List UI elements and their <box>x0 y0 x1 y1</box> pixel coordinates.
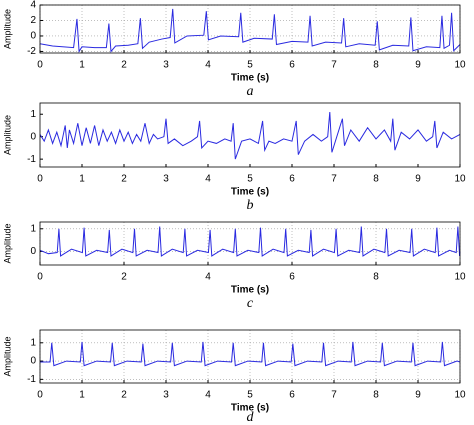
panel-caption: b <box>247 198 254 213</box>
x-tick-label: 8 <box>373 60 379 71</box>
x-tick-label: 8 <box>373 272 379 283</box>
x-tick-label: 8 <box>373 174 379 185</box>
x-tick-label: 0 <box>37 60 43 71</box>
x-tick-label: 9 <box>415 390 421 401</box>
y-axis-label: Amplitude <box>2 9 12 49</box>
x-tick-label: 8 <box>373 390 379 401</box>
x-tick-label: 4 <box>205 390 211 401</box>
y-tick-label: -2 <box>27 46 36 57</box>
panel-caption: d <box>247 410 255 425</box>
y-tick-label: 2 <box>30 15 36 26</box>
x-tick-label: 0 <box>37 272 43 283</box>
y-axis-label: Amplitude <box>2 223 12 263</box>
x-tick-label: 1 <box>79 390 85 401</box>
x-axis-label: Time (s) <box>231 403 269 414</box>
y-axis-label: Amplitude <box>2 336 12 376</box>
plot-area <box>40 330 460 383</box>
x-tick-label: 6 <box>289 60 295 71</box>
x-tick-label: 1 <box>79 174 85 185</box>
x-tick-label: 3 <box>163 390 169 401</box>
y-tick-label: 0 <box>30 356 36 367</box>
axes-frame <box>39 329 461 384</box>
panel-caption: a <box>247 84 254 99</box>
y-tick-label: 1 <box>30 223 36 234</box>
x-tick-label: 6 <box>289 390 295 401</box>
x-tick-label: 10 <box>454 272 466 283</box>
x-tick-label: 5 <box>247 174 253 185</box>
x-tick-label: 3 <box>163 60 169 71</box>
y-tick-label: -1 <box>27 154 36 165</box>
signal-line <box>40 341 461 367</box>
x-tick-label: 4 <box>205 272 211 283</box>
x-axis-label: Time (s) <box>231 73 269 84</box>
x-tick-label: 3 <box>163 174 169 185</box>
signal-line <box>39 111 461 160</box>
y-tick-label: 1 <box>30 337 36 348</box>
x-axis-label: Time (s) <box>231 187 269 198</box>
plot-area <box>40 222 460 265</box>
y-tick-label: -1 <box>27 374 36 385</box>
y-tick-label: 4 <box>30 0 36 11</box>
y-tick-label: 0 <box>30 31 36 42</box>
x-tick-label: 6 <box>289 272 295 283</box>
x-tick-label: 5 <box>247 60 253 71</box>
axes-frame <box>39 4 461 54</box>
x-tick-label: 1 <box>79 60 85 71</box>
x-tick-label: 4 <box>205 174 211 185</box>
x-tick-label: 5 <box>247 390 253 401</box>
plot-area <box>40 103 460 167</box>
x-tick-label: 10 <box>454 60 466 71</box>
x-axis-label: Time (s) <box>231 285 269 296</box>
axes-frame <box>39 221 461 266</box>
x-tick-label: 7 <box>331 60 337 71</box>
x-tick-label: 10 <box>454 174 466 185</box>
signal-line <box>39 8 461 54</box>
x-tick-label: 6 <box>289 174 295 185</box>
y-tick-label: 1 <box>30 109 36 120</box>
x-tick-label: 0 <box>37 174 43 185</box>
x-tick-label: 7 <box>331 390 337 401</box>
x-tick-label: 0 <box>37 390 43 401</box>
x-tick-label: 2 <box>121 174 127 185</box>
y-axis-label: Amplitude <box>2 115 12 155</box>
x-tick-label: 9 <box>415 60 421 71</box>
axes-frame <box>39 102 461 168</box>
y-tick-label: 0 <box>30 131 36 142</box>
signal-line <box>39 226 461 257</box>
panel-caption: c <box>247 296 254 311</box>
x-tick-label: 2 <box>121 272 127 283</box>
x-tick-label: 2 <box>121 60 127 71</box>
x-tick-label: 2 <box>121 390 127 401</box>
x-tick-label: 7 <box>331 174 337 185</box>
y-tick-label: 0 <box>30 246 36 257</box>
x-tick-label: 9 <box>415 174 421 185</box>
x-tick-label: 4 <box>205 60 211 71</box>
x-tick-label: 10 <box>454 390 466 401</box>
